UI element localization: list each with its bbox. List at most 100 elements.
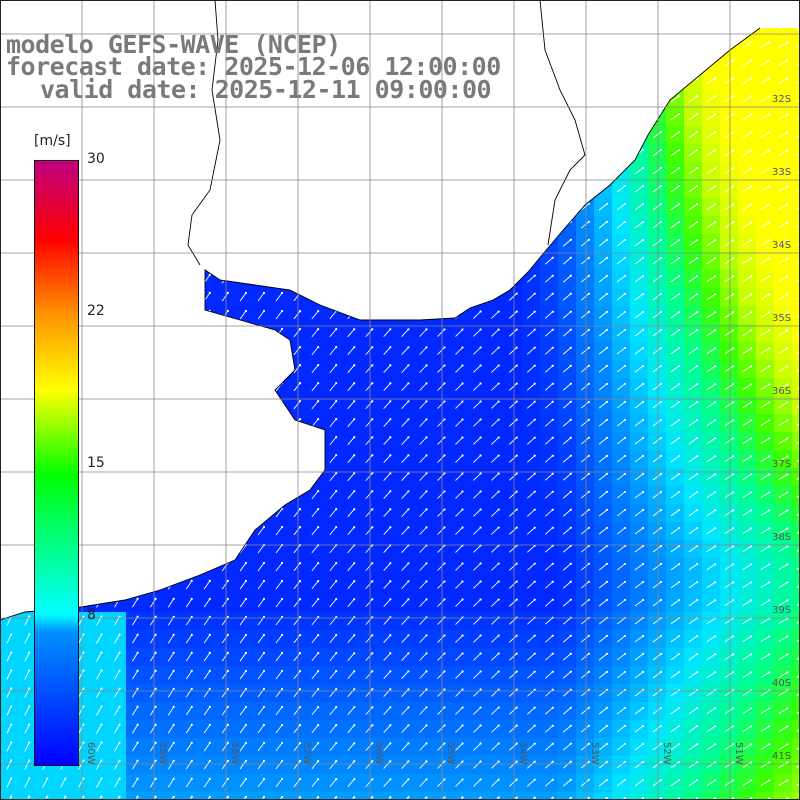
wave-arrow-head (750, 203, 753, 206)
wave-arrow-head (425, 508, 428, 511)
field-cell (792, 360, 800, 379)
wave-arrow-head (623, 472, 627, 476)
wave-arrow-head (605, 562, 608, 565)
wave-arrow-head (659, 364, 663, 368)
wave-arrow-head (732, 347, 735, 350)
wave-arrow-head (551, 292, 554, 295)
wave-arrow-head (425, 490, 428, 493)
wave-arrow-head (317, 508, 320, 511)
wave-arrow-head (623, 418, 627, 422)
field-cell (378, 792, 397, 800)
wave-arrow-head (732, 329, 735, 332)
wave-arrow-head (768, 509, 771, 512)
wave-arrow-head (226, 291, 229, 295)
wave-arrow-head (280, 561, 284, 565)
wave-arrow-head (641, 274, 645, 278)
wave-arrow-head (750, 293, 753, 296)
wave-arrow-head (280, 309, 284, 313)
wave-arrow-head (768, 545, 771, 548)
wave-arrow-head (587, 436, 590, 439)
wave-arrow-head (659, 328, 663, 332)
wave-arrow-head (732, 581, 735, 584)
wave-arrow-head (280, 327, 284, 331)
field-cell (792, 414, 800, 433)
wave-arrow-head (533, 580, 536, 583)
wave-arrow-head (587, 562, 590, 565)
wave-arrow-head (786, 545, 789, 548)
wave-arrow-head (750, 545, 753, 548)
wave-arrow-head (425, 454, 428, 457)
wave-arrow-head (317, 526, 320, 529)
wave-arrow-head (750, 563, 753, 566)
wave-arrow-head (371, 562, 374, 565)
wave-arrow-head (371, 454, 374, 457)
wave-arrow-head (479, 508, 482, 511)
wave-arrow-head (605, 256, 608, 259)
wave-arrow-head (623, 238, 627, 242)
wave-arrow-head (515, 526, 518, 529)
field-cell (792, 792, 800, 800)
wave-arrow-head (641, 364, 645, 368)
wave-arrow-head (714, 77, 717, 80)
wave-arrow-head (605, 202, 608, 205)
wave-arrow-head (714, 581, 717, 584)
wave-arrow-head (623, 328, 627, 332)
field-cell (270, 792, 289, 800)
wave-arrow-head (605, 508, 608, 511)
wave-arrow-head (677, 292, 681, 296)
wave-arrow-head (443, 418, 446, 421)
field-cell (342, 792, 361, 800)
wave-arrow-head (515, 490, 518, 493)
wave-arrow-head (533, 400, 536, 403)
wave-arrow-head (696, 257, 699, 260)
wave-arrow-head (732, 149, 735, 152)
wave-arrow-head (353, 418, 356, 421)
wave-arrow-head (750, 491, 753, 494)
wave-arrow-head (623, 400, 627, 404)
wave-arrow-head (533, 490, 536, 493)
wave-arrow-head (786, 473, 789, 476)
wave-arrow-head (298, 345, 302, 349)
wave-arrow-head (371, 472, 374, 475)
wave-arrow-head (497, 526, 500, 529)
wave-arrow-head (768, 185, 771, 188)
wave-arrow-head (533, 328, 536, 331)
wave-arrow-head (335, 346, 338, 349)
wave-arrow-head (262, 525, 266, 529)
wave-arrow-head (732, 401, 735, 404)
wave-arrow-head (659, 526, 663, 530)
wave-arrow-head (732, 509, 735, 512)
wave-arrow-head (732, 545, 735, 548)
wave-arrow-head (641, 490, 645, 494)
wave-arrow-head (335, 364, 338, 367)
field-cell (18, 792, 37, 800)
wave-arrow-head (696, 419, 699, 422)
wave-arrow-head (533, 292, 536, 295)
wave-arrow-head (659, 346, 663, 350)
wave-arrow-head (515, 346, 518, 349)
wave-arrow-head (696, 329, 699, 332)
wave-arrow-head (569, 328, 572, 331)
wave-arrow-head (353, 328, 356, 331)
wave-arrow-head (298, 417, 302, 421)
field-cell (792, 630, 800, 649)
wave-arrow-head (786, 257, 789, 260)
wave-arrow-head (605, 328, 608, 331)
wave-arrow-head (786, 509, 789, 512)
wave-arrow-head (750, 527, 753, 530)
wave-arrow-head (479, 328, 482, 331)
wave-arrow-head (335, 580, 338, 583)
wave-arrow-head (262, 561, 266, 565)
wave-arrow-head (732, 167, 735, 170)
wave-arrow-head (750, 473, 753, 476)
wave-arrow-head (714, 95, 717, 98)
wave-arrow-head (605, 238, 608, 241)
field-cell (288, 792, 307, 800)
wave-arrow-head (605, 310, 608, 313)
wave-arrow-head (696, 131, 699, 134)
wave-arrow-head (407, 490, 410, 493)
wave-arrow-head (623, 562, 627, 566)
wave-arrow-head (677, 562, 681, 566)
wave-arrow-head (786, 149, 789, 152)
